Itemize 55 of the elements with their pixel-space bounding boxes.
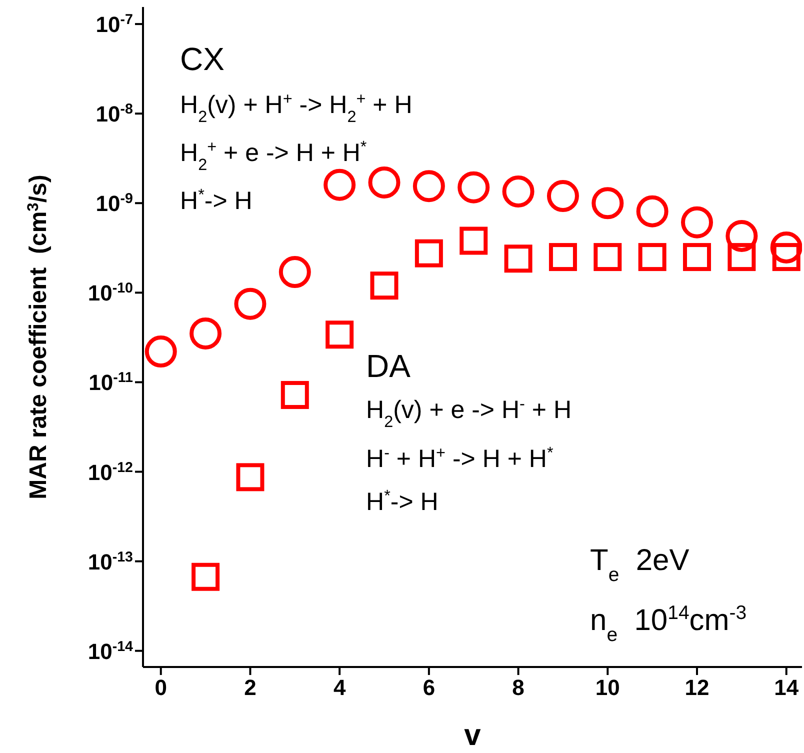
x-tick-label: 0: [154, 675, 167, 700]
annotation: H$_{2}$$^{+}$ + e -> H + H$^{*}$: [180, 138, 368, 174]
point: [546, 180, 579, 212]
point: [370, 272, 398, 300]
point: [683, 243, 712, 272]
point: [278, 256, 311, 288]
point: [190, 317, 222, 350]
point: [458, 171, 490, 204]
x-axis-title: v: [464, 719, 482, 752]
point: [326, 320, 354, 349]
y-tick-label: 10$^{-9}$: [96, 191, 134, 216]
x-tick-label: 2: [244, 675, 256, 700]
point: [414, 239, 443, 268]
annotation: CX: [180, 41, 224, 77]
y-tick-label: 10$^{-13}$: [88, 549, 134, 574]
y-tick-label: 10$^{-7}$: [96, 12, 134, 38]
point: [548, 243, 577, 272]
point: [594, 243, 622, 272]
annotation: n$_{e}$ 10$^{14}$cm$^{-3}$: [590, 602, 747, 646]
x-tick-label: 6: [422, 675, 436, 700]
point: [280, 380, 309, 409]
y-tick-label: 10$^{-11}$: [88, 370, 134, 396]
point: [144, 336, 177, 368]
annotation: H$_{2}$(v) + e -> H$^{-}$ + H: [366, 395, 572, 431]
x-tick-label: 8: [512, 675, 524, 700]
annotation: H$^{-}$ + H$^{+}$ -> H + H$^{*}$: [366, 444, 554, 473]
point: [368, 166, 400, 198]
point: [681, 206, 714, 238]
point: [460, 226, 488, 255]
annotation: H$^{*}$-> H: [366, 487, 438, 516]
x-tick-label: 12: [684, 675, 710, 700]
annotation: DA: [366, 348, 412, 384]
x-tick-label: 14: [774, 675, 800, 700]
point: [504, 244, 532, 273]
annotation: H$_{2}$(v) + H$^{+}$ -> H$_{2}$$^{+}$ + H: [180, 90, 412, 126]
y-tick-label: 10$^{-12}$: [88, 460, 134, 485]
annotation: T$_{e}$ 2eV: [590, 544, 690, 586]
point: [234, 288, 266, 320]
point: [728, 243, 756, 272]
x-tick-label: 10: [595, 675, 620, 700]
point: [412, 170, 445, 202]
point: [192, 562, 220, 591]
point: [502, 175, 534, 208]
y-tick-label: 10$^{-8}$: [96, 102, 134, 127]
point: [236, 463, 264, 492]
x-tick-label: 4: [333, 675, 346, 700]
point: [324, 168, 356, 201]
point: [592, 187, 624, 220]
annotation: H$^{*}$-> H: [180, 186, 252, 215]
y-tick-label: 10$^{-14}$: [88, 638, 134, 664]
point: [636, 195, 668, 228]
point: [770, 231, 802, 264]
point: [726, 220, 758, 252]
point: [638, 243, 666, 272]
y-tick-label: 10$^{-10}$: [88, 280, 134, 306]
